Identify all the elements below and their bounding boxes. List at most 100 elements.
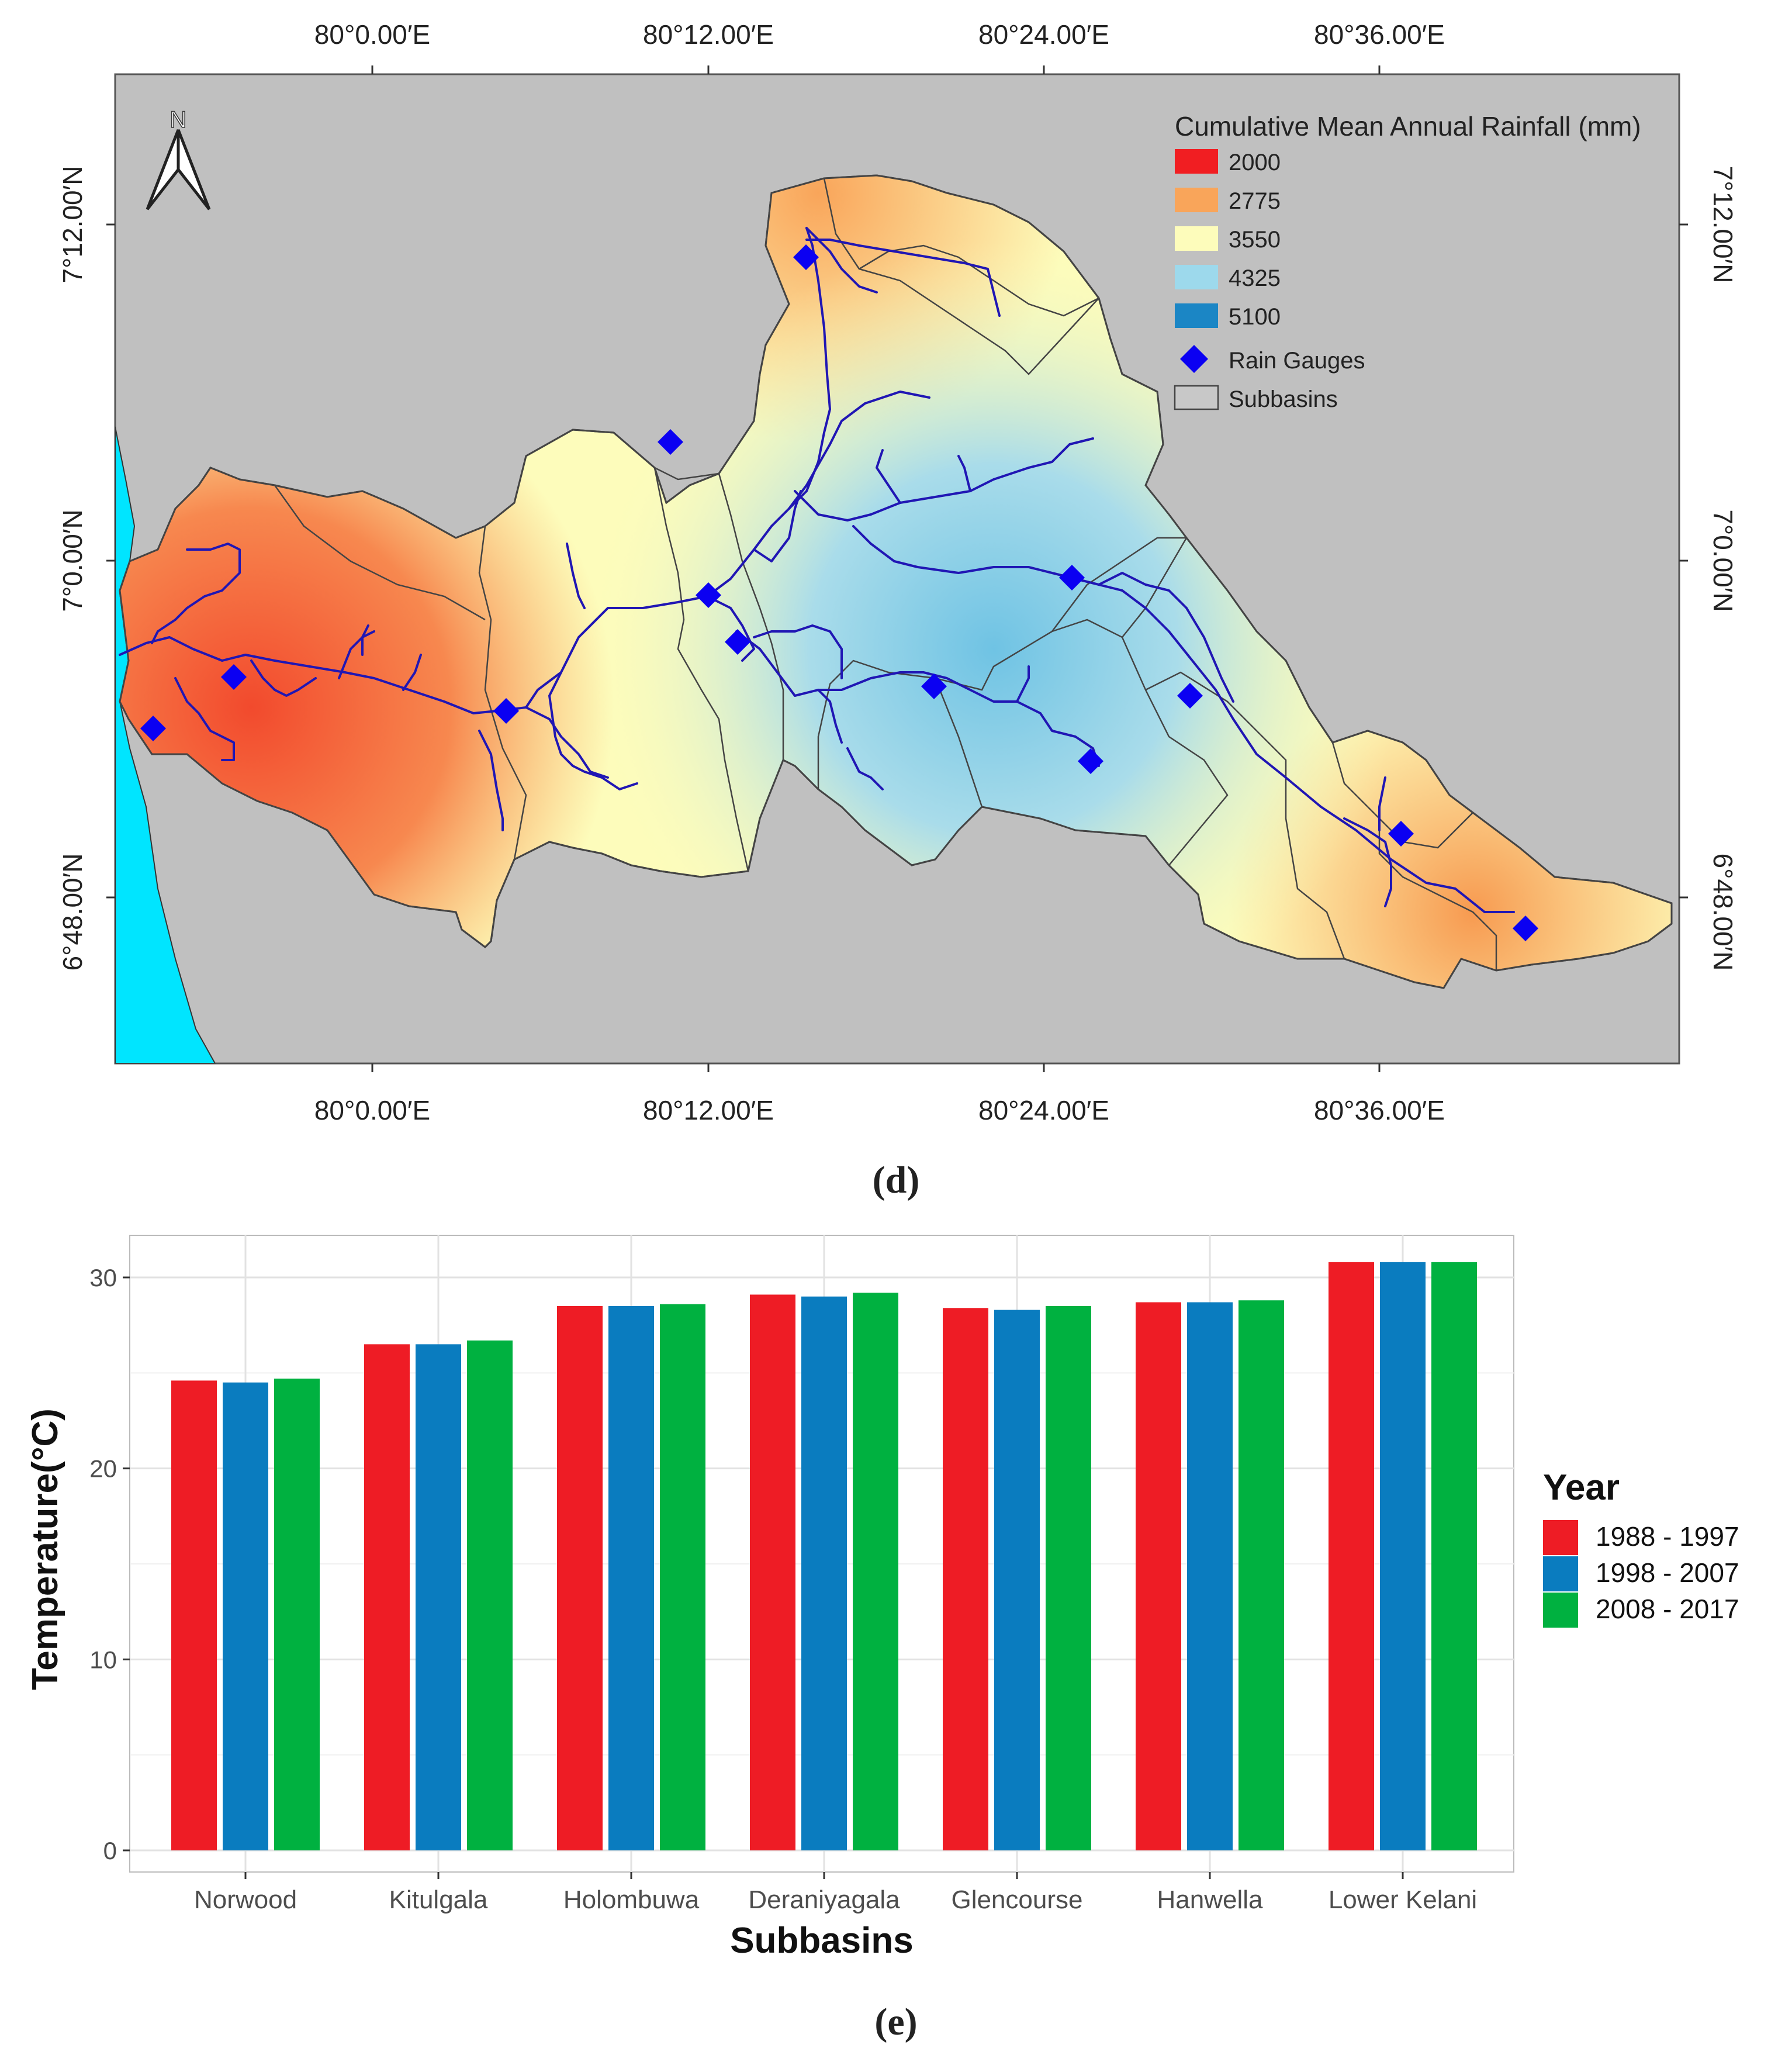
rain-gauge-legend-icon	[1180, 345, 1208, 373]
legend-series-label: 2008 - 2017	[1596, 1594, 1739, 1624]
bar	[1046, 1306, 1091, 1850]
rain-gauge-marker	[140, 716, 166, 741]
bar	[750, 1294, 795, 1850]
bar	[801, 1296, 847, 1850]
lat-label: 7°12.00′N	[1708, 166, 1738, 284]
legend-swatch	[1175, 303, 1218, 328]
rain-gauge-marker	[1177, 683, 1203, 709]
lon-label: 80°0.00′E	[314, 1095, 430, 1125]
bar	[274, 1379, 320, 1850]
y-tick-label: 20	[89, 1455, 117, 1483]
x-tick-label: Holombuwa	[563, 1885, 700, 1914]
bars	[171, 1262, 1477, 1850]
chart-legend: Year 1988 - 1997 1998 - 2007 2008 - 2017	[1543, 1467, 1739, 1628]
rain-gauge-marker	[793, 244, 819, 270]
x-axis-title: Subbasins	[730, 1921, 914, 1961]
lon-label: 80°36.00′E	[1314, 19, 1445, 50]
rain-gauge-marker	[725, 629, 750, 655]
lon-labels-bottom: 80°0.00′E 80°12.00′E 80°24.00′E 80°36.00…	[314, 1095, 1445, 1125]
map-legend: Cumulative Mean Annual Rainfall (mm) 200…	[1174, 111, 1641, 412]
legend-swatch	[1175, 188, 1218, 212]
lon-label: 80°36.00′E	[1314, 1095, 1445, 1125]
legend-label-rain-gauges: Rain Gauges	[1229, 348, 1365, 374]
lat-label: 7°12.00′N	[57, 166, 88, 284]
x-tick-label: Deraniyagala	[748, 1885, 900, 1914]
bar	[557, 1306, 603, 1850]
bar	[1239, 1300, 1284, 1850]
lon-label: 80°24.00′E	[978, 1095, 1109, 1125]
x-tick-label: Hanwella	[1157, 1885, 1264, 1914]
x-tick-label: Kitulgala	[389, 1885, 488, 1914]
rain-gauge-marker	[1059, 565, 1085, 590]
map-ticks	[106, 65, 1688, 1072]
legend-class-label: 5100	[1229, 304, 1281, 330]
lat-label: 6°48.00′N	[57, 854, 88, 971]
x-tick-label: Norwood	[194, 1885, 297, 1914]
bar	[364, 1344, 410, 1850]
legend-class-label: 2775	[1229, 188, 1281, 214]
legend-series-label: 1998 - 2007	[1596, 1557, 1739, 1588]
legend-swatch	[1543, 1556, 1578, 1591]
lon-label: 80°12.00′E	[643, 19, 774, 50]
legend-swatch	[1175, 149, 1218, 174]
rain-gauge-marker	[921, 674, 947, 699]
bar	[223, 1382, 268, 1850]
bar	[853, 1293, 898, 1850]
lon-label: 80°12.00′E	[643, 1095, 774, 1125]
legend-class-label: 2000	[1229, 150, 1281, 175]
rain-gauge-marker	[1513, 916, 1538, 941]
rain-gauge-marker	[696, 582, 721, 608]
y-tick-label: 30	[89, 1264, 117, 1291]
y-tick-labels: 0 10 20 30	[89, 1264, 130, 1864]
lon-label: 80°24.00′E	[978, 19, 1109, 50]
bar	[171, 1380, 217, 1850]
legend-swatch	[1543, 1593, 1578, 1628]
legend-title: Cumulative Mean Annual Rainfall (mm)	[1175, 111, 1641, 141]
legend-swatch	[1543, 1520, 1578, 1555]
north-arrow-icon: N	[146, 106, 211, 210]
lat-labels-right: 7°12.00′N 7°0.00′N 6°48.00′N	[1708, 166, 1738, 971]
panel-d-caption: (d)	[873, 1159, 920, 1201]
bar	[1329, 1262, 1374, 1850]
subbasin-boundaries	[274, 178, 1497, 970]
y-tick-label: 10	[89, 1646, 117, 1673]
legend-label-subbasins: Subbasins	[1229, 386, 1338, 412]
legend-title: Year	[1543, 1467, 1620, 1508]
lat-label: 7°0.00′N	[1708, 509, 1738, 612]
panel-e-caption: (e)	[874, 2001, 917, 2043]
lon-labels-top: 80°0.00′E 80°12.00′E 80°24.00′E 80°36.00…	[314, 19, 1445, 50]
bar	[1380, 1262, 1426, 1850]
legend-swatch	[1175, 226, 1218, 251]
x-tick-labels: Norwood Kitulgala Holombuwa Deraniyagala Gle…	[194, 1872, 1477, 1914]
rain-gauge-marker	[1388, 821, 1414, 847]
rain-gauge-marker	[493, 698, 519, 724]
rain-gauge-marker	[1078, 748, 1103, 774]
panel-d-map: 80°0.00′E 80°12.00′E 80°24.00′E 80°36.00…	[57, 19, 1738, 1201]
x-tick-label: Glencourse	[951, 1885, 1082, 1914]
y-axis-title: Temperature(°C)	[25, 1408, 65, 1690]
lat-label: 7°0.00′N	[57, 509, 88, 612]
y-tick-label: 0	[103, 1837, 117, 1864]
north-arrow-label: N	[170, 107, 187, 133]
bar	[1187, 1302, 1233, 1850]
legend-class-label: 4325	[1229, 265, 1281, 291]
rain-gauges	[140, 244, 1538, 941]
basin-outline	[119, 174, 1673, 989]
bar	[467, 1340, 513, 1850]
bar	[660, 1304, 705, 1850]
lat-labels-left: 7°12.00′N 7°0.00′N 6°48.00′N	[57, 166, 88, 971]
lat-label: 6°48.00′N	[1708, 854, 1738, 971]
subbasin-legend-swatch	[1174, 385, 1219, 410]
rain-gauge-marker	[658, 429, 683, 455]
legend-swatch	[1175, 265, 1218, 289]
bar	[943, 1308, 988, 1850]
x-tick-label: Lower Kelani	[1329, 1885, 1477, 1914]
bar	[1136, 1302, 1181, 1850]
legend-series-label: 1988 - 1997	[1596, 1521, 1739, 1552]
rivers	[119, 227, 1515, 913]
panel-e-chart: 0 10 20 30 Norwood Kitulgala Holombuwa Deraniy…	[25, 1235, 1739, 2043]
legend-class-label: 3550	[1229, 227, 1281, 253]
sea-area	[115, 426, 216, 1063]
rain-gauge-marker	[221, 664, 247, 690]
